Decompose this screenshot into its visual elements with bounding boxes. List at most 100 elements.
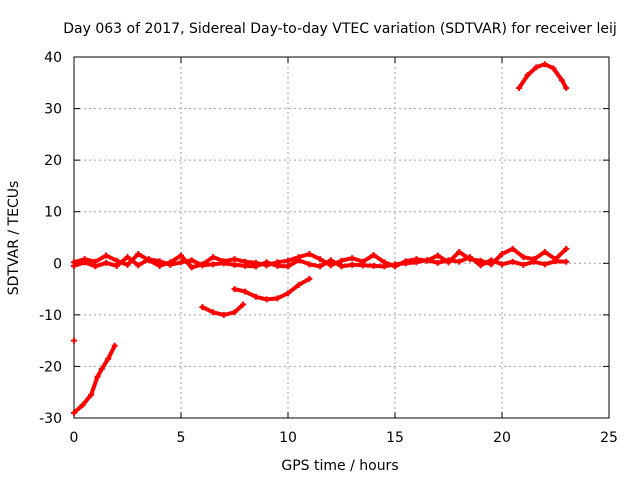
- data-point: [188, 257, 195, 264]
- data-point: [274, 262, 281, 269]
- data-point: [424, 257, 431, 264]
- data-point: [306, 261, 313, 268]
- y-tick-label: -20: [39, 359, 62, 375]
- data-point: [135, 251, 142, 258]
- y-tick-label: 30: [44, 102, 62, 118]
- data-point: [306, 251, 313, 258]
- data-point: [317, 256, 324, 263]
- data-point: [488, 257, 495, 264]
- data-point: [558, 77, 565, 84]
- data-point: [381, 263, 388, 270]
- data-point: [274, 295, 281, 302]
- x-tick-label: 10: [279, 430, 297, 446]
- data-point: [240, 301, 247, 308]
- data-point: [306, 275, 313, 282]
- data-point: [370, 262, 377, 269]
- data-point: [520, 254, 527, 261]
- data-point: [199, 262, 206, 269]
- data-series-group: [199, 301, 247, 318]
- data-point: [338, 263, 345, 270]
- data-point: [541, 261, 548, 268]
- data-point: [456, 258, 463, 265]
- data-point: [263, 259, 270, 266]
- data-series-group: [71, 337, 77, 344]
- data-point: [156, 258, 163, 265]
- data-point: [252, 263, 259, 270]
- data-point: [220, 311, 227, 318]
- data-point: [531, 258, 538, 265]
- data-point: [92, 263, 99, 270]
- data-series-group: [71, 254, 570, 270]
- x-tick-label: 0: [70, 430, 79, 446]
- data-point: [317, 263, 324, 270]
- data-point: [550, 65, 557, 72]
- data-series-group: [516, 61, 570, 91]
- data-point: [359, 262, 366, 269]
- data-point: [103, 252, 110, 259]
- plot-frame: [73, 56, 610, 419]
- data-point: [113, 262, 120, 269]
- y-tick-label: 40: [44, 50, 62, 66]
- data-point: [327, 262, 334, 269]
- data-point: [188, 264, 195, 271]
- axis-ticks: 0 5 10 15 20 25 -30 -20 -10 0 10 20 30 40: [39, 50, 618, 446]
- data-point: [105, 355, 112, 362]
- data-point: [81, 259, 88, 266]
- data-point: [456, 248, 463, 255]
- data-point: [220, 260, 227, 267]
- data-point: [285, 290, 291, 297]
- data-point: [178, 252, 184, 259]
- data-point: [242, 288, 249, 295]
- data-point: [349, 255, 356, 262]
- data-series: [71, 61, 570, 416]
- data-point: [477, 262, 484, 269]
- data-point: [295, 281, 302, 288]
- data-point: [413, 259, 420, 266]
- data-point: [98, 366, 105, 373]
- data-point: [434, 252, 441, 259]
- data-point: [210, 309, 217, 316]
- data-point: [285, 257, 291, 264]
- data-point: [445, 257, 452, 264]
- y-tick-label: 10: [44, 205, 62, 221]
- data-point: [402, 260, 409, 267]
- data-point: [71, 337, 77, 344]
- grid-lines: [74, 57, 609, 418]
- data-point: [124, 254, 131, 261]
- data-point: [370, 252, 377, 259]
- data-point: [71, 262, 77, 269]
- data-point: [552, 258, 559, 265]
- data-series-group: [71, 342, 118, 416]
- x-axis-label: GPS time / hours: [281, 458, 398, 474]
- x-tick-label: 20: [493, 430, 511, 446]
- y-tick-label: -30: [39, 411, 62, 427]
- data-point: [103, 259, 110, 266]
- data-point: [434, 259, 441, 266]
- data-point: [210, 254, 217, 261]
- data-point: [509, 258, 516, 265]
- y-tick-label: 0: [53, 256, 62, 272]
- data-point: [94, 373, 101, 380]
- data-point: [71, 409, 77, 416]
- data-point: [349, 261, 356, 268]
- data-point: [563, 84, 570, 91]
- data-point: [509, 245, 516, 252]
- data-point: [210, 261, 217, 268]
- data-point: [563, 245, 570, 252]
- y-tick-label: -10: [39, 308, 62, 324]
- data-point: [145, 256, 152, 263]
- data-point: [466, 254, 473, 261]
- data-point: [231, 286, 238, 293]
- data-point: [231, 309, 238, 316]
- y-tick-label: 20: [44, 153, 62, 169]
- data-point: [263, 296, 270, 303]
- data-point: [392, 261, 398, 268]
- data-point: [231, 261, 238, 268]
- data-point: [541, 248, 548, 255]
- x-tick-label: 25: [600, 430, 618, 446]
- data-point: [327, 257, 334, 264]
- data-point: [285, 263, 291, 270]
- data-point: [113, 257, 120, 264]
- data-point: [79, 402, 86, 409]
